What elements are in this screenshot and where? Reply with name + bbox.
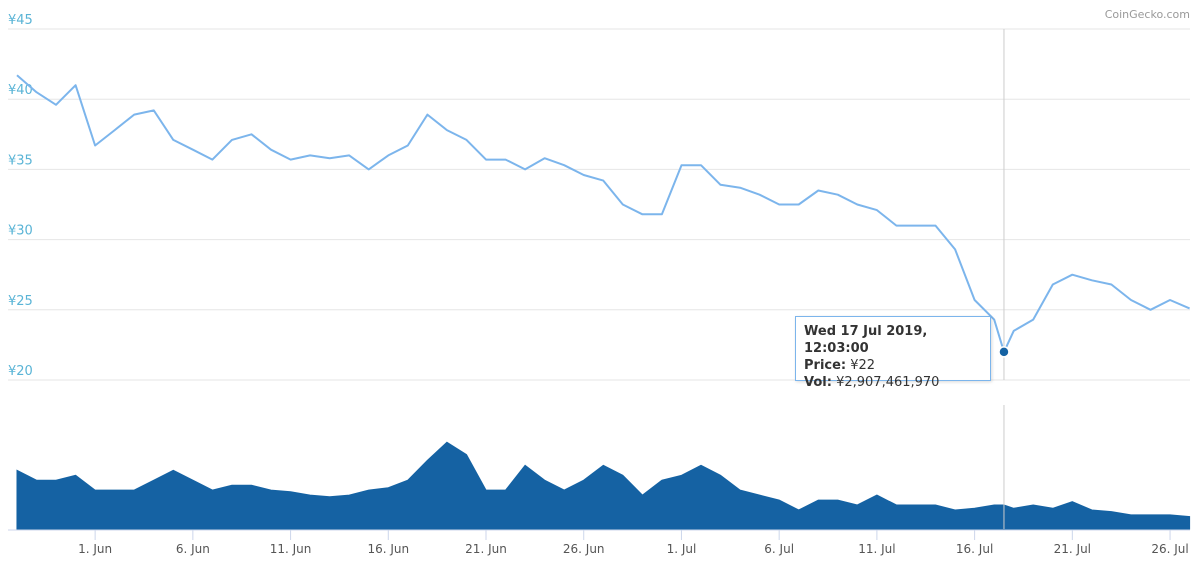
tooltip-price: ¥22 [850,358,876,373]
x-tick-label: 1. Jul [667,542,697,556]
x-tick-label: 16. Jun [367,542,409,556]
attribution: CoinGecko.com [1105,8,1190,21]
y-tick-label: ¥35 [8,153,33,168]
y-tick-label: ¥45 [8,13,33,28]
x-tick-label: 26. Jul [1151,542,1188,556]
x-tick-label: 6. Jun [176,542,210,556]
tooltip-price-label: Price: [804,358,847,373]
x-tick-label: 21. Jul [1054,542,1091,556]
tooltip-vol-label: Vol: [804,375,832,390]
y-tick-label: ¥25 [8,294,33,309]
x-tick-label: 11. Jul [858,542,895,556]
y-tick-label: ¥30 [8,224,33,239]
price-line [16,74,1190,353]
x-tick-label: 16. Jul [956,542,993,556]
volume-area [16,441,1191,530]
hover-marker [998,346,1010,358]
x-tick-label: 6. Jul [764,542,794,556]
y-tick-label: ¥40 [8,83,33,98]
tooltip-title: Wed 17 Jul 2019, 12:03:00 [804,324,928,356]
x-tick-label: 1. Jun [78,542,112,556]
x-tick-label: 26. Jun [563,542,605,556]
tooltip-vol: ¥2,907,461,970 [836,375,940,390]
y-tick-label: ¥20 [8,364,33,379]
x-tick-label: 21. Jun [465,542,507,556]
tooltip: Wed 17 Jul 2019, 12:03:00 Price: ¥22 Vol… [795,316,991,390]
x-tick-label: 11. Jun [270,542,312,556]
